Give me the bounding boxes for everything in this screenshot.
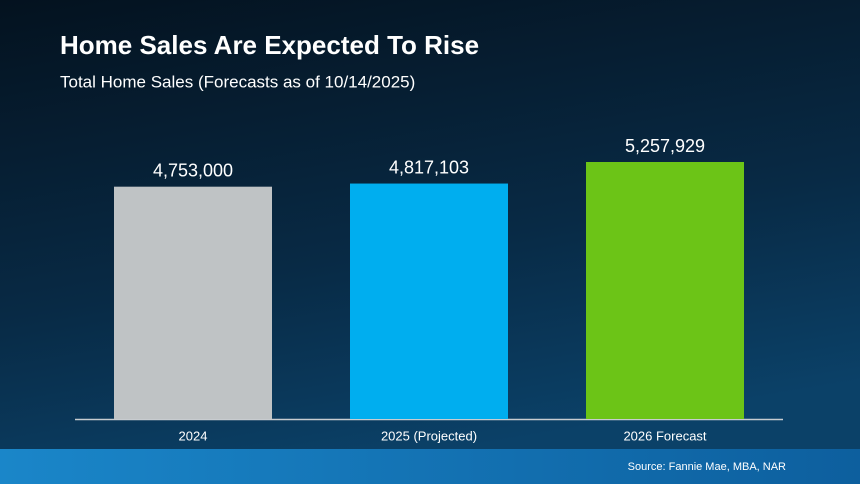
bar (586, 162, 744, 419)
value-label: 4,753,000 (153, 160, 233, 180)
footer-strip (0, 449, 860, 484)
chart-title: Home Sales Are Expected To Rise (60, 30, 479, 60)
x-tick-label: 2026 Forecast (623, 428, 706, 443)
value-label: 5,257,929 (625, 136, 705, 156)
x-tick-label: 2025 (Projected) (381, 428, 477, 443)
x-tick-label: 2024 (179, 428, 208, 443)
value-label: 4,817,103 (389, 157, 469, 177)
bar (350, 183, 508, 419)
chart-subtitle: Total Home Sales (Forecasts as of 10/14/… (60, 72, 415, 91)
bar (114, 186, 272, 419)
source-note: Source: Fannie Mae, MBA, NAR (628, 461, 786, 473)
